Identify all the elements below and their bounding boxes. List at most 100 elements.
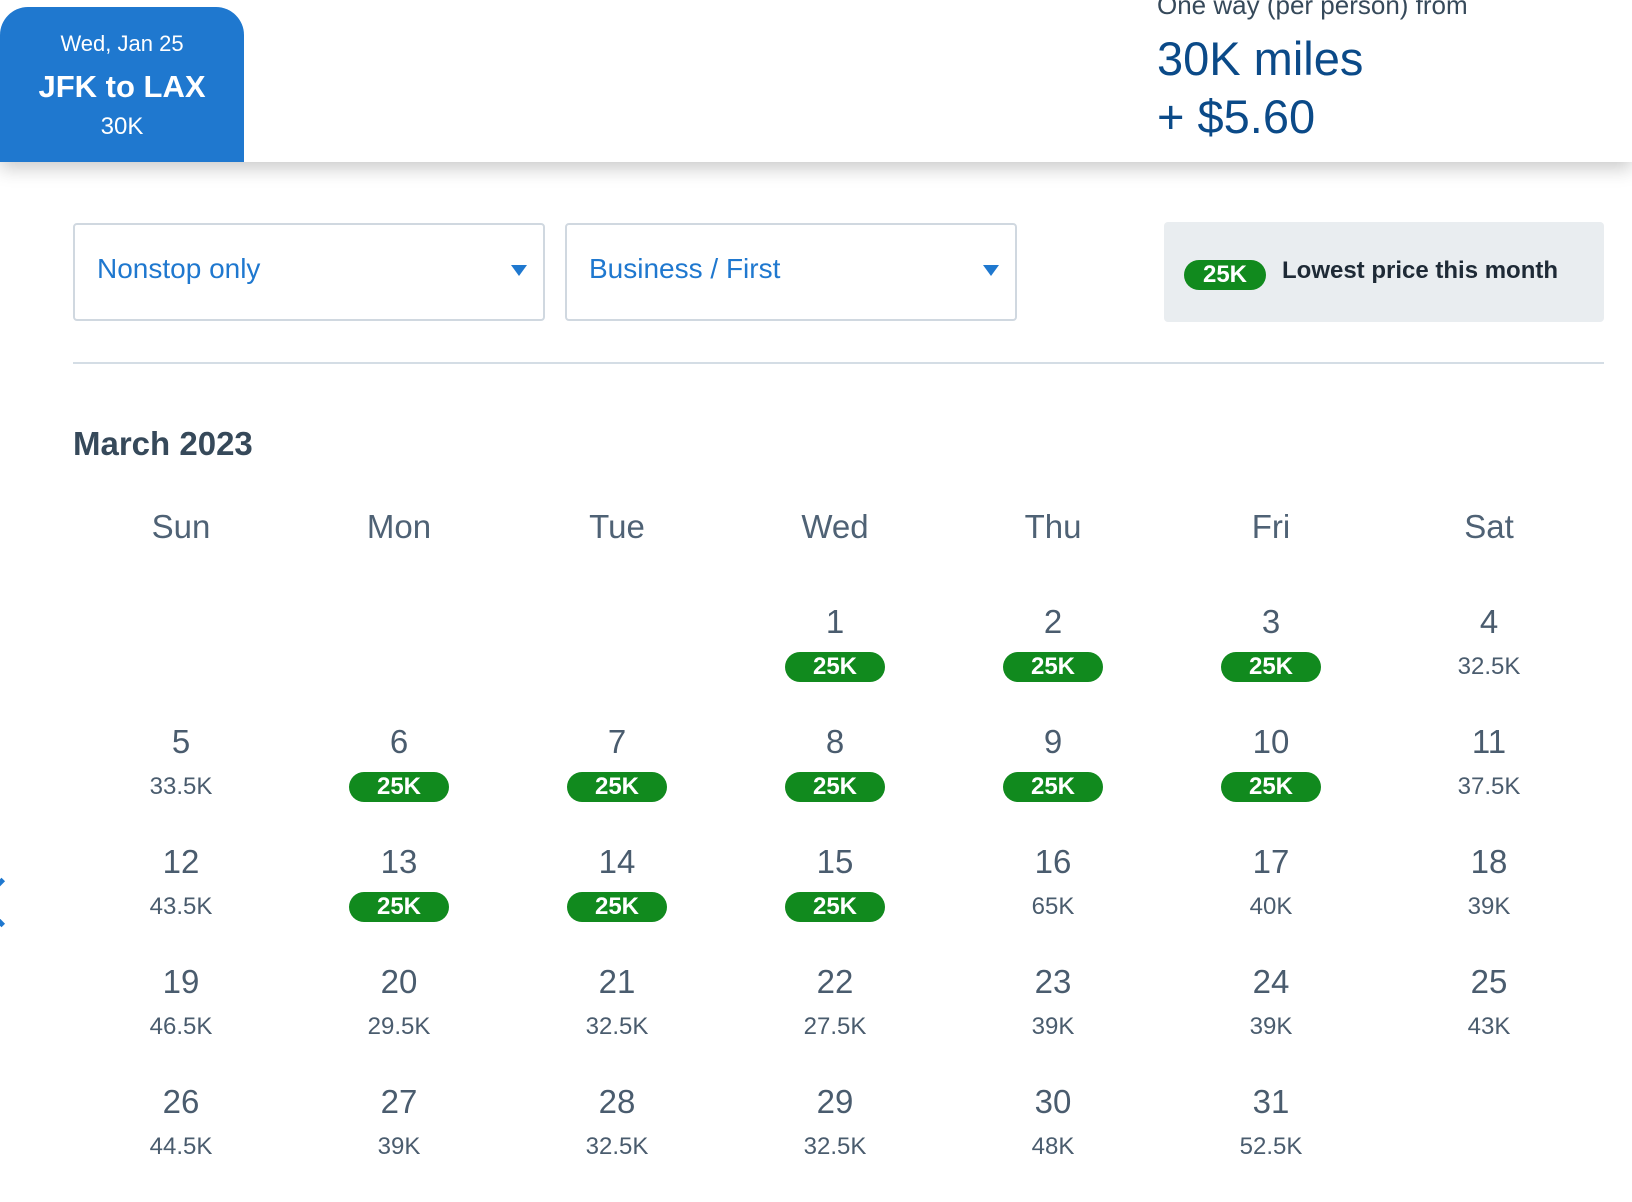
day-price: 25K [755, 772, 915, 802]
day-number: 19 [162, 963, 200, 1000]
day-price: 43.5K [149, 893, 213, 920]
calendar-day[interactable]: 8 25K [755, 722, 915, 822]
day-price-lowest-badge: 25K [567, 892, 667, 922]
calendar-day[interactable]: 22 27.5K [755, 962, 915, 1062]
calendar-day[interactable]: 15 25K [755, 842, 915, 942]
day-price: 25K [537, 892, 697, 922]
calendar-day[interactable]: 31 52.5K [1191, 1082, 1351, 1182]
calendar-day[interactable]: 12 43.5K [101, 842, 261, 942]
calendar-day[interactable]: 9 25K [973, 722, 1133, 822]
chevron-left-icon[interactable] [0, 877, 27, 928]
weekday-fri: Fri [1251, 508, 1291, 545]
stops-select-value: Nonstop only [97, 253, 261, 284]
day-price-lowest-badge: 25K [785, 652, 885, 682]
calendar-day[interactable]: 16 65K [973, 842, 1133, 942]
weekday-thu: Thu [1024, 508, 1082, 545]
day-number: 31 [1252, 1083, 1290, 1120]
day-price: 43K [1467, 1013, 1511, 1040]
divider [73, 362, 1604, 364]
day-number: 20 [380, 963, 418, 1000]
day-price: 52.5K [1239, 1133, 1303, 1160]
weekday-tue: Tue [589, 508, 645, 545]
day-price-lowest-badge: 25K [1221, 772, 1321, 802]
stops-select[interactable]: Nonstop only [73, 223, 545, 321]
day-price: 37.5K [1457, 773, 1521, 800]
calendar-day[interactable]: 20 29.5K [319, 962, 479, 1062]
day-price-lowest-badge: 25K [1003, 652, 1103, 682]
calendar-day[interactable]: 30 48K [973, 1082, 1133, 1182]
day-price: 39K [1249, 1013, 1293, 1040]
weekday-wed: Wed [801, 508, 869, 545]
month-title: March 2023 [73, 425, 253, 462]
day-number: 26 [162, 1083, 200, 1120]
calendar-day[interactable]: 29 32.5K [755, 1082, 915, 1182]
day-price: 25K [537, 772, 697, 802]
calendar-day[interactable]: 1 25K [755, 602, 915, 702]
day-number: 10 [1252, 723, 1290, 760]
calendar-day[interactable]: 3 25K [1191, 602, 1351, 702]
calendar-day[interactable]: 18 39K [1409, 842, 1569, 942]
day-price-lowest-badge: 25K [567, 772, 667, 802]
results-header: Wed, Jan 25 JFK to LAX 30K One way (per … [0, 0, 1632, 162]
day-number: 24 [1252, 963, 1290, 1000]
day-number: 11 [1471, 723, 1507, 760]
day-price: 25K [319, 892, 479, 922]
day-number: 3 [1261, 603, 1281, 640]
weekday-mon: Mon [366, 508, 432, 545]
day-number: 14 [598, 843, 636, 880]
day-price: 25K [1191, 772, 1351, 802]
day-number: 1 [825, 603, 845, 640]
calendar-day[interactable]: 28 32.5K [537, 1082, 697, 1182]
calendar-day[interactable]: 23 39K [973, 962, 1133, 1062]
cabin-select[interactable]: Business / First [565, 223, 1017, 321]
day-price: 65K [1031, 893, 1075, 920]
day-number: 27 [380, 1083, 418, 1120]
day-number: 16 [1034, 843, 1072, 880]
day-number: 4 [1479, 603, 1499, 640]
day-price: 48K [1031, 1133, 1075, 1160]
calendar-day[interactable]: 17 40K [1191, 842, 1351, 942]
day-number: 30 [1034, 1083, 1072, 1120]
day-price: 44.5K [149, 1133, 213, 1160]
day-price: 46.5K [149, 1013, 213, 1040]
day-price: 33.5K [149, 773, 213, 800]
calendar-day[interactable]: 24 39K [1191, 962, 1351, 1062]
day-number: 7 [607, 723, 627, 760]
day-price: 29.5K [367, 1013, 431, 1040]
calendar-day[interactable]: 6 25K [319, 722, 479, 822]
day-price: 25K [319, 772, 479, 802]
calendar-day[interactable]: 13 25K [319, 842, 479, 942]
day-price-lowest-badge: 25K [1003, 772, 1103, 802]
day-price-lowest-badge: 25K [785, 772, 885, 802]
calendar-day[interactable]: 14 25K [537, 842, 697, 942]
caret-down-icon [983, 265, 999, 276]
legend-text: Lowest price this month [1282, 257, 1559, 284]
calendar-day[interactable]: 4 32.5K [1409, 602, 1569, 702]
day-price: 39K [377, 1133, 421, 1160]
fare-miles: 30K miles [1157, 32, 1364, 85]
day-number: 12 [162, 843, 200, 880]
calendar-day[interactable]: 10 25K [1191, 722, 1351, 822]
day-price: 25K [1191, 652, 1351, 682]
weekday-sun: Sun [151, 508, 211, 545]
calendar-day[interactable]: 25 43K [1409, 962, 1569, 1062]
day-price: 25K [755, 652, 915, 682]
fare-fee: + $5.60 [1157, 90, 1316, 143]
calendar-day[interactable]: 7 25K [537, 722, 697, 822]
calendar-day[interactable]: 19 46.5K [101, 962, 261, 1062]
day-price-lowest-badge: 25K [1221, 652, 1321, 682]
day-price: 32.5K [585, 1133, 649, 1160]
calendar-day[interactable]: 21 32.5K [537, 962, 697, 1062]
day-number: 13 [380, 843, 418, 880]
day-number: 9 [1043, 723, 1063, 760]
calendar-day[interactable]: 2 25K [973, 602, 1133, 702]
lowest-price-legend: 25K Lowest price this month [1164, 222, 1604, 322]
day-price: 27.5K [803, 1013, 867, 1040]
calendar-day[interactable]: 26 44.5K [101, 1082, 261, 1182]
day-number: 25 [1470, 963, 1508, 1000]
calendar-day[interactable]: 11 37.5K [1409, 722, 1569, 822]
flight-tab-jfk-lax[interactable]: Wed, Jan 25 JFK to LAX 30K [0, 7, 244, 162]
weekday-sat: Sat [1464, 508, 1514, 545]
calendar-day[interactable]: 27 39K [319, 1082, 479, 1182]
calendar-day[interactable]: 5 33.5K [101, 722, 261, 822]
